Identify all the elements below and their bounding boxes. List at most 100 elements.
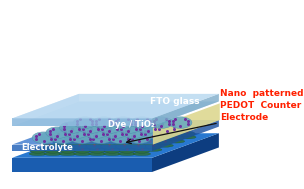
Ellipse shape <box>130 148 147 151</box>
Ellipse shape <box>141 144 158 147</box>
Ellipse shape <box>128 132 151 144</box>
Ellipse shape <box>56 144 72 149</box>
Ellipse shape <box>92 117 116 129</box>
Ellipse shape <box>98 122 121 133</box>
Ellipse shape <box>122 127 145 139</box>
Ellipse shape <box>64 135 80 141</box>
Ellipse shape <box>119 148 135 153</box>
Ellipse shape <box>71 132 94 144</box>
Ellipse shape <box>51 132 74 144</box>
Ellipse shape <box>79 122 102 133</box>
Ellipse shape <box>123 140 140 143</box>
Text: FTO glass: FTO glass <box>150 97 200 106</box>
Ellipse shape <box>63 140 81 143</box>
Ellipse shape <box>53 139 68 145</box>
Ellipse shape <box>167 140 185 143</box>
Ellipse shape <box>169 117 192 129</box>
Ellipse shape <box>60 122 83 133</box>
Ellipse shape <box>164 131 180 137</box>
Ellipse shape <box>89 132 112 144</box>
Ellipse shape <box>142 139 158 145</box>
Ellipse shape <box>155 122 178 133</box>
Ellipse shape <box>120 131 136 137</box>
Ellipse shape <box>71 144 87 149</box>
Ellipse shape <box>89 152 106 156</box>
Ellipse shape <box>67 139 83 145</box>
Ellipse shape <box>96 144 114 147</box>
Ellipse shape <box>41 144 57 149</box>
Ellipse shape <box>123 135 139 141</box>
Ellipse shape <box>135 131 151 137</box>
Ellipse shape <box>134 148 150 153</box>
Ellipse shape <box>75 131 91 137</box>
Polygon shape <box>12 120 219 145</box>
Ellipse shape <box>52 144 69 147</box>
Ellipse shape <box>44 152 61 156</box>
Ellipse shape <box>127 139 143 145</box>
Ellipse shape <box>97 139 113 145</box>
Ellipse shape <box>117 122 140 133</box>
Ellipse shape <box>32 132 55 144</box>
Ellipse shape <box>118 152 136 156</box>
Ellipse shape <box>104 148 120 153</box>
Ellipse shape <box>145 148 162 151</box>
Ellipse shape <box>108 140 125 143</box>
Ellipse shape <box>79 135 95 141</box>
Ellipse shape <box>149 136 166 139</box>
Ellipse shape <box>74 152 91 156</box>
Ellipse shape <box>74 148 90 153</box>
Ellipse shape <box>105 131 121 137</box>
Ellipse shape <box>153 135 169 141</box>
Ellipse shape <box>112 117 135 129</box>
Ellipse shape <box>86 144 102 149</box>
Ellipse shape <box>150 131 166 137</box>
Ellipse shape <box>46 127 69 139</box>
Ellipse shape <box>115 148 132 151</box>
Ellipse shape <box>90 131 106 137</box>
Text: Nano  patterned
PEDOT  Counter
Electrode: Nano patterned PEDOT Counter Electrode <box>220 89 304 122</box>
Ellipse shape <box>112 139 128 145</box>
Ellipse shape <box>109 132 132 144</box>
Ellipse shape <box>157 139 173 145</box>
Ellipse shape <box>29 152 47 156</box>
Polygon shape <box>12 119 152 126</box>
Polygon shape <box>12 101 219 126</box>
Ellipse shape <box>70 148 88 151</box>
Ellipse shape <box>138 135 154 141</box>
Text: Dye / TiO₂: Dye / TiO₂ <box>108 120 154 129</box>
Ellipse shape <box>111 144 129 147</box>
Ellipse shape <box>65 127 88 139</box>
Polygon shape <box>152 94 219 126</box>
Ellipse shape <box>94 135 110 141</box>
Ellipse shape <box>60 148 75 153</box>
Ellipse shape <box>75 136 92 139</box>
Ellipse shape <box>90 136 107 139</box>
Text: Electrolyte: Electrolyte <box>21 143 73 152</box>
Ellipse shape <box>85 148 102 151</box>
Ellipse shape <box>136 122 159 133</box>
Ellipse shape <box>73 117 96 129</box>
Polygon shape <box>153 103 220 145</box>
Ellipse shape <box>179 136 196 139</box>
Ellipse shape <box>84 127 107 139</box>
Ellipse shape <box>89 148 105 153</box>
Ellipse shape <box>59 152 76 156</box>
Ellipse shape <box>104 136 122 139</box>
Polygon shape <box>12 94 219 119</box>
Polygon shape <box>12 145 152 151</box>
Ellipse shape <box>67 144 84 147</box>
Ellipse shape <box>152 140 170 143</box>
Ellipse shape <box>82 139 98 145</box>
Ellipse shape <box>55 148 73 151</box>
Ellipse shape <box>156 144 173 147</box>
Ellipse shape <box>131 117 154 129</box>
Ellipse shape <box>100 148 117 151</box>
Ellipse shape <box>93 140 110 143</box>
Polygon shape <box>12 94 79 126</box>
Ellipse shape <box>119 136 136 139</box>
Ellipse shape <box>45 148 61 153</box>
Ellipse shape <box>130 144 146 149</box>
Ellipse shape <box>109 135 124 141</box>
Ellipse shape <box>101 144 117 149</box>
Ellipse shape <box>134 136 151 139</box>
